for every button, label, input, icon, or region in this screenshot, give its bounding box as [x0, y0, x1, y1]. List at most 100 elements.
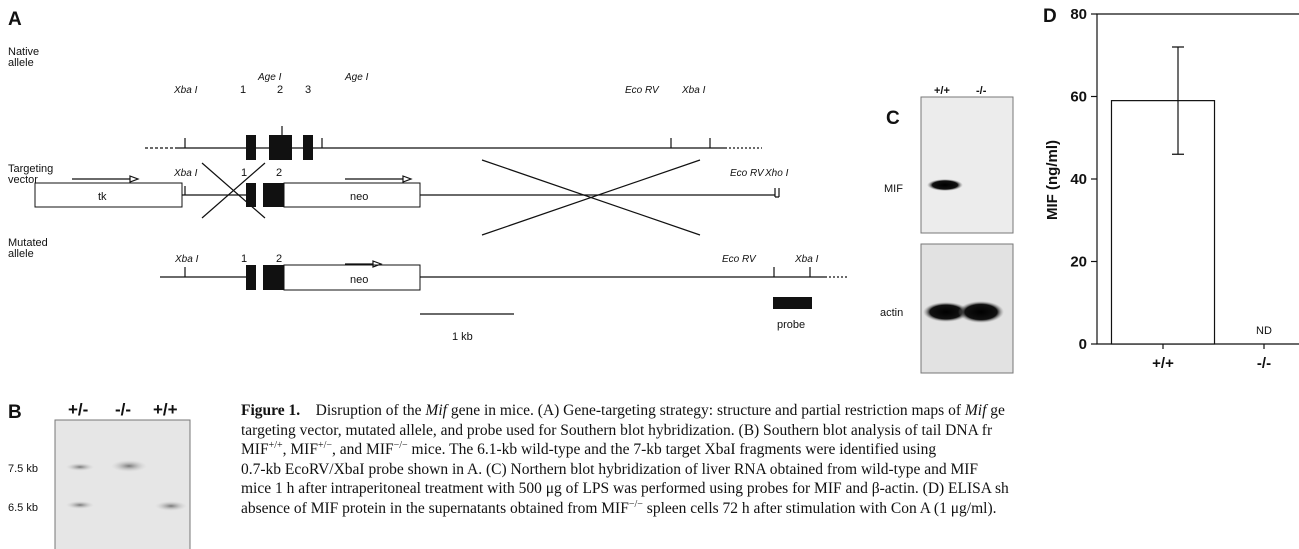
mutated-allele: neo Xba I 1 2 Eco RV Xba I probe — [160, 253, 848, 331]
site-label: Age I — [344, 72, 369, 83]
chart: 0 20 40 60 80 +/+ -/- ND — [1070, 6, 1299, 372]
targeting-vector: tk neo Xba I 1 2 Eco RV Xho I — [35, 167, 789, 207]
exon-label: 2 — [276, 167, 282, 179]
lane-label: -/- — [115, 400, 131, 419]
caption-text: absence of MIF protein in the supernatan… — [241, 500, 629, 517]
site-label: Eco RV — [730, 168, 765, 179]
caption-line: 0.7-kb EcoRV/XbaI probe shown in A. (C) … — [241, 460, 1299, 480]
caption-text: Figure 1. — [241, 402, 300, 419]
bar — [1111, 101, 1214, 344]
caption: Figure 1. Disruption of the Mif gene in … — [241, 401, 1299, 519]
tk-box — [35, 183, 182, 207]
band — [927, 179, 963, 191]
exon-label: 2 — [276, 253, 282, 265]
lane-label: +/- — [68, 400, 88, 419]
site-tick — [185, 126, 710, 148]
exon-label: 3 — [305, 84, 311, 96]
site-label: Eco RV — [722, 254, 757, 265]
band — [958, 301, 1004, 323]
y-tick-label: 0 — [1079, 336, 1087, 353]
caption-text: , MIF — [283, 441, 318, 458]
exon-label: 2 — [277, 84, 283, 96]
band — [66, 463, 94, 471]
gene-label: tk — [98, 191, 107, 203]
caption-text: Mif — [965, 402, 987, 419]
exon — [246, 265, 256, 290]
caption-text: 0.7-kb EcoRV/XbaI probe shown in A. (C) … — [241, 461, 978, 478]
blot — [55, 420, 190, 549]
site-label: Xho I — [764, 168, 789, 179]
caption-text: Mif — [425, 402, 447, 419]
panel-label: A — [8, 9, 22, 30]
caption-text: spleen cells 72 h after stimulation with… — [643, 500, 997, 517]
gene-label: neo — [350, 274, 368, 286]
probe-label: actin — [880, 307, 903, 319]
lane-label: -/- — [976, 85, 987, 97]
caption-line: mice 1 h after intraperitoneal treatment… — [241, 479, 1299, 499]
row-label: vector — [8, 174, 38, 186]
caption-text: −/− — [394, 440, 408, 451]
caption-text: , and MIF — [332, 441, 394, 458]
exon-label: 1 — [241, 253, 247, 265]
gene-label: neo — [350, 191, 368, 203]
figure: A Native allele Targeting vector Mutated… — [0, 0, 1299, 549]
caption-line: targeting vector, mutated allele, and pr… — [241, 421, 1299, 441]
y-axis-label: MIF (ng/ml) — [1044, 140, 1061, 220]
site-label: Age I — [257, 72, 282, 83]
exon — [303, 135, 313, 160]
site-label: Xba I — [174, 254, 199, 265]
y-tick-label: 80 — [1070, 6, 1087, 23]
site-label: Xba I — [173, 168, 198, 179]
panel-label: C — [886, 108, 900, 129]
band — [155, 501, 187, 511]
caption-text: mice. The 6.1-kb wild-type and the 7-kb … — [408, 441, 936, 458]
line — [160, 267, 825, 277]
caption-text: +/+ — [269, 440, 283, 451]
caption-text: MIF — [241, 441, 269, 458]
probe-label: probe — [777, 319, 805, 331]
page: {"panel_a": {"label": "A", "rows": {"nat… — [0, 0, 1299, 549]
lane-label: +/+ — [934, 85, 950, 97]
site-label: Xba I — [794, 254, 819, 265]
caption-text: gene in mice. (A) Gene-targeting strateg… — [447, 402, 965, 419]
row-label: allele — [8, 57, 34, 69]
y-tick-label: 20 — [1070, 254, 1087, 271]
x-tick-label: -/- — [1257, 355, 1271, 372]
y-tick-label: 40 — [1070, 171, 1087, 188]
lane-label: +/+ — [153, 400, 178, 419]
caption-text: targeting vector, mutated allele, and pr… — [241, 422, 992, 439]
caption-text: mice 1 h after intraperitoneal treatment… — [241, 480, 1009, 497]
exon-label: 1 — [240, 84, 246, 96]
caption-line: absence of MIF protein in the supernatan… — [241, 499, 1299, 519]
probe-label: MIF — [884, 183, 903, 195]
panel-label: B — [8, 402, 22, 423]
exon-label: 1 — [241, 167, 247, 179]
native-allele: Xba I 1 2 3 Age I Age I Eco RV Xba I — [145, 72, 762, 160]
x-tick-label: +/+ — [1152, 355, 1174, 372]
caption-line: Figure 1. Disruption of the Mif gene in … — [241, 401, 1299, 421]
size-label: 6.5 kb — [8, 502, 38, 514]
site-label: Xba I — [681, 85, 706, 96]
band — [111, 460, 147, 472]
caption-text: −/− — [629, 499, 643, 510]
caption-text: +/− — [318, 440, 332, 451]
exon — [263, 183, 284, 207]
annotation: ND — [1256, 325, 1272, 337]
site-label: Eco RV — [625, 85, 660, 96]
caption-line: MIF+/+, MIF+/−, and MIF−/− mice. The 6.1… — [241, 440, 1299, 460]
exon — [246, 135, 256, 160]
probe — [773, 297, 812, 309]
exon — [263, 265, 284, 290]
blot — [921, 97, 1013, 233]
scale-label: 1 kb — [452, 331, 473, 343]
y-tick-label: 60 — [1070, 89, 1087, 106]
site-label: Xba I — [173, 85, 198, 96]
row-label: allele — [8, 248, 34, 260]
size-label: 7.5 kb — [8, 463, 38, 475]
caption-text: Disruption of the — [300, 402, 425, 419]
panel-label: D — [1043, 6, 1057, 27]
caption-text: ge — [986, 402, 1005, 419]
exon — [269, 135, 292, 160]
band — [66, 501, 94, 509]
exon — [246, 183, 256, 207]
